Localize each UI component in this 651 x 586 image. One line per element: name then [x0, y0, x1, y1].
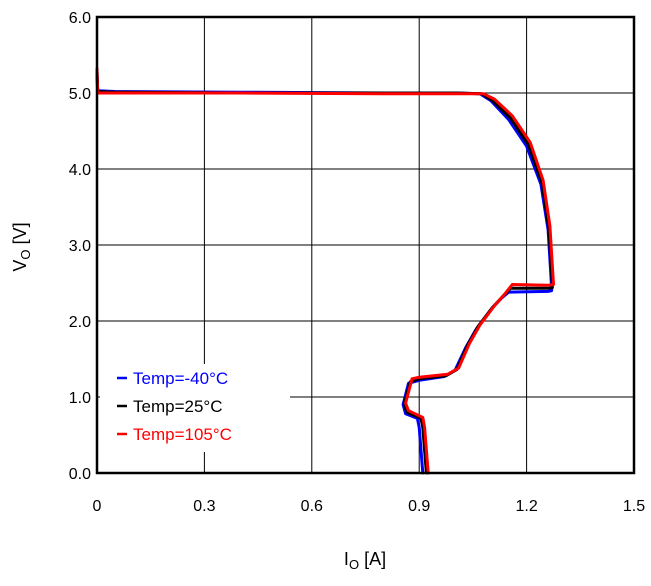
x-tick-label: 0.3: [193, 498, 215, 515]
x-tick-label: 0.6: [301, 498, 323, 515]
x-tick-labels: 0 0.3 0.6 0.9 1.2 1.5: [93, 498, 646, 515]
plot-frame: [95, 15, 636, 475]
y-axis-title-sub: O: [18, 249, 33, 259]
y-tick-label: 0.0: [69, 466, 91, 483]
x-axis-title-main: I: [344, 549, 349, 569]
y-tick-label: 6.0: [69, 10, 91, 27]
series-line-2: [95, 67, 555, 475]
x-tick-label: 0: [93, 498, 102, 515]
x-axis-title-sub: O: [349, 557, 359, 572]
legend-label: Temp=105°C: [133, 425, 232, 444]
x-tick-label: 1.2: [515, 498, 537, 515]
x-tick-label: 1.5: [623, 498, 645, 515]
y-tick-label: 5.0: [69, 86, 91, 103]
x-tick-label: 0.9: [408, 498, 430, 515]
legend: Temp=-40°C Temp=25°C Temp=105°C: [100, 364, 290, 452]
y-axis-title: VO [V]: [10, 222, 33, 271]
y-axis-title-main: V: [10, 260, 30, 272]
y-tick-labels: 0.0 1.0 2.0 3.0 4.0 5.0 6.0: [69, 10, 91, 483]
legend-label: Temp=-40°C: [133, 369, 228, 388]
y-axis-title-unit: [V]: [10, 222, 30, 249]
x-axis-title-unit: [A]: [359, 549, 386, 569]
legend-label: Temp=25°C: [133, 397, 222, 416]
y-tick-label: 4.0: [69, 162, 91, 179]
y-tick-label: 3.0: [69, 238, 91, 255]
legend-background: [100, 364, 290, 452]
y-tick-label: 1.0: [69, 390, 91, 407]
y-tick-label: 2.0: [69, 314, 91, 331]
x-axis-title: IO [A]: [344, 549, 386, 572]
series-layer: [95, 67, 555, 475]
